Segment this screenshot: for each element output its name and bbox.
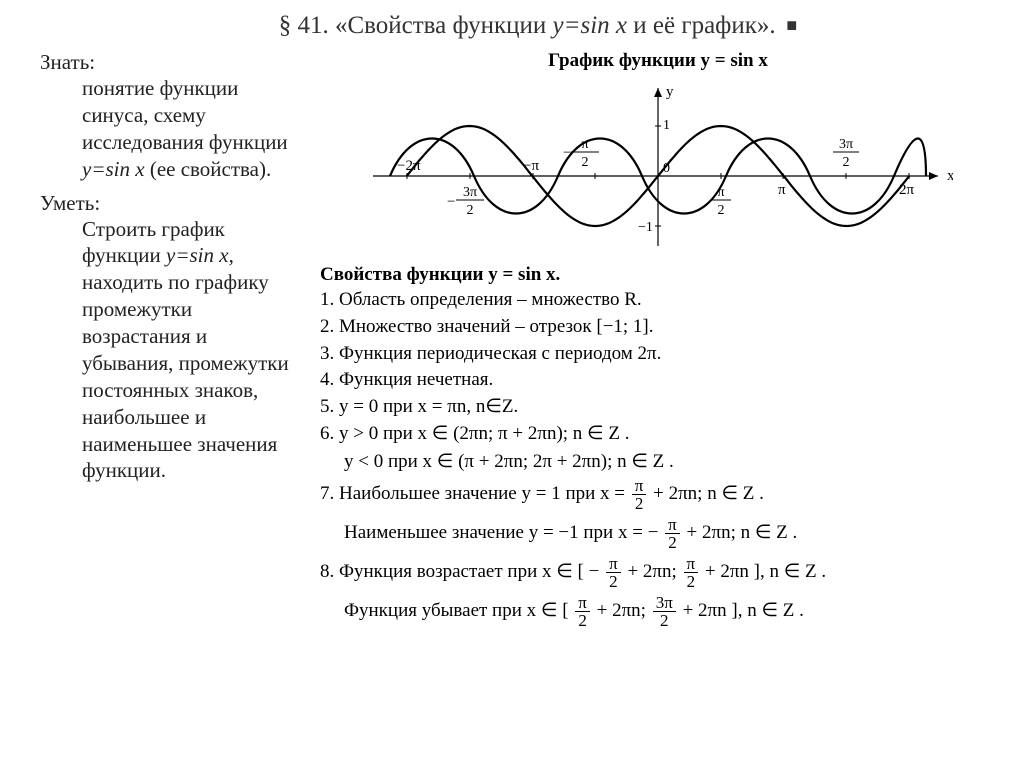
p8b-mid: + 2πn;	[597, 600, 651, 621]
know-body: понятие функции синуса, схему исследован…	[40, 75, 300, 183]
right-column: График функции y = sin x	[320, 50, 996, 633]
svg-text:2: 2	[843, 155, 850, 170]
left-column: Знать: понятие функции синуса, схему исс…	[40, 50, 300, 633]
prop-1: 1. Область определения – множество R.	[320, 288, 996, 312]
prop-2: 2. Множество значений – отрезок [−1; 1].	[320, 315, 996, 339]
svg-text:3π: 3π	[463, 185, 477, 200]
prop-6b: y < 0 при x ∈ (π + 2πn; 2π + 2πn); n ∈ Z…	[320, 450, 996, 474]
know-tail: (ее свойства).	[145, 157, 272, 181]
p8a-mid: + 2πn;	[627, 561, 681, 582]
p7a-post: + 2πn; n ∈ Z .	[653, 483, 764, 504]
svg-text:0: 0	[663, 161, 670, 176]
p8a-pre: 8. Функция возрастает при x ∈ [ −	[320, 561, 599, 582]
svg-text:1: 1	[663, 118, 670, 133]
svg-text:3π: 3π	[839, 137, 853, 152]
p8b-pre: Функция убывает при x ∈ [	[344, 600, 573, 621]
svg-text:−π: −π	[523, 158, 539, 174]
can-text2: , находить по графику промежутки возраст…	[82, 243, 289, 482]
p7a-pre: 7. Наибольшее значение y = 1 при x =	[320, 483, 630, 504]
know-func: y=sin x	[82, 157, 145, 181]
can-block: Уметь: Строить график функции y=sin x, н…	[40, 191, 300, 485]
know-text: понятие функции синуса, схему исследован…	[82, 76, 288, 154]
content-row: Знать: понятие функции синуса, схему исс…	[40, 50, 996, 633]
prop-5: 5. y = 0 при x = πn, n∈Z.	[320, 395, 996, 419]
frac-8a2: π2	[684, 555, 699, 590]
svg-text:2: 2	[718, 203, 725, 218]
prop-7a: 7. Наибольшее значение y = 1 при x = π2 …	[320, 477, 996, 512]
can-label: Уметь:	[40, 191, 100, 215]
p8a-post: + 2πn ], n ∈ Z .	[705, 561, 826, 582]
frac-pi2-b: π2	[665, 516, 680, 551]
title-suffix: и её график».	[627, 12, 776, 39]
title-prefix: § 41. «Свойства функции	[279, 12, 553, 39]
prop-8a: 8. Функция возрастает при x ∈ [ − π2 + 2…	[320, 555, 996, 590]
frac-8a1: π2	[606, 555, 621, 590]
svg-text:x: x	[947, 168, 953, 184]
svg-text:−2π: −2π	[397, 158, 421, 174]
p8b-post: + 2πn ], n ∈ Z .	[683, 600, 804, 621]
svg-text:2: 2	[582, 155, 589, 170]
svg-text:π: π	[778, 182, 786, 198]
frac-8b1: π2	[575, 594, 590, 629]
p7b-post: + 2πn; n ∈ Z .	[687, 522, 798, 543]
svg-text:−1: −1	[638, 220, 653, 235]
svg-text:2: 2	[467, 203, 474, 218]
prop-6a: 6. y > 0 при x ∈ (2πn; π + 2πn); n ∈ Z .	[320, 422, 996, 446]
bullet-icon: ■	[782, 15, 797, 35]
page-title: § 41. «Свойства функции y=sin x и её гра…	[40, 12, 996, 40]
prop-8b: Функция убывает при x ∈ [ π2 + 2πn; 3π2 …	[320, 594, 996, 629]
svg-text:π: π	[581, 137, 588, 152]
title-func: y=sin x	[553, 12, 628, 39]
prop-4: 4. Функция нечетная.	[320, 368, 996, 392]
svg-text:−: −	[447, 194, 455, 210]
sine-graph: x y −2π −π π 2π 0 1 −1 π 2 − 3π 2 − π	[363, 76, 953, 256]
can-func: y=sin x	[166, 243, 229, 267]
props-title: Свойства функции y = sin x.	[320, 264, 996, 286]
graph-title: График функции y = sin x	[320, 50, 996, 72]
svg-text:−: −	[563, 145, 571, 161]
know-label: Знать:	[40, 50, 95, 74]
svg-text:y: y	[666, 84, 674, 100]
svg-text:2π: 2π	[899, 182, 915, 198]
can-body: Строить график функции y=sin x, находить…	[40, 216, 300, 485]
know-block: Знать: понятие функции синуса, схему исс…	[40, 50, 300, 183]
prop-7b: Наименьшее значение y = −1 при x = − π2 …	[320, 516, 996, 551]
prop-3: 3. Функция периодическая с периодом 2π.	[320, 342, 996, 366]
frac-pi2-a: π2	[632, 477, 647, 512]
svg-text:π: π	[717, 185, 724, 200]
frac-8b2: 3π2	[653, 594, 676, 629]
p7b-pre: Наименьшее значение y = −1 при x = −	[344, 522, 658, 543]
